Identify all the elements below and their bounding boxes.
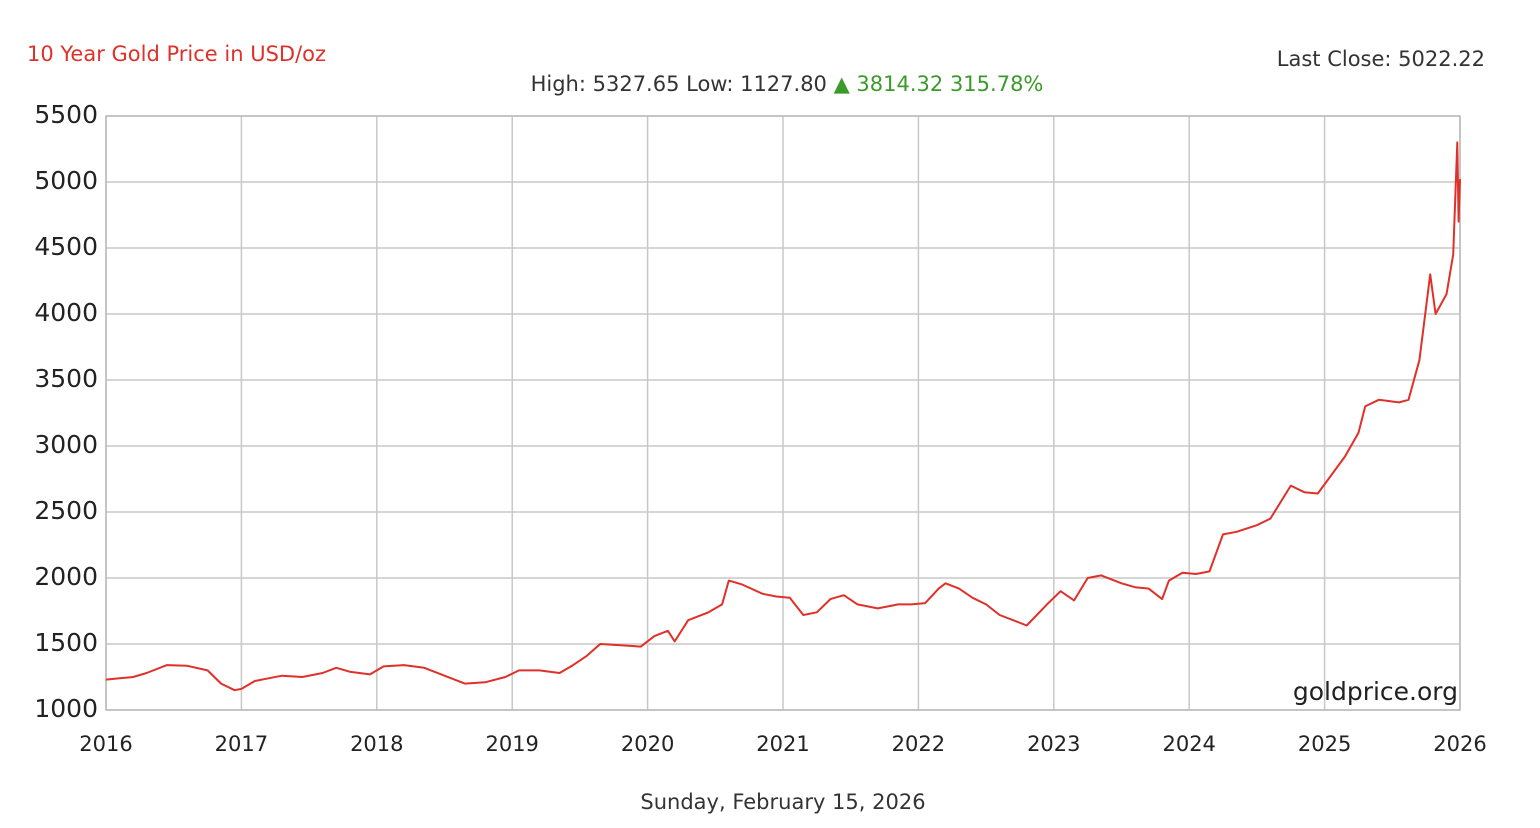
x-tick-label: 2016	[79, 732, 132, 756]
change: ▲ 3814.32 315.78%	[834, 72, 1044, 96]
x-tick-label: 2026	[1433, 732, 1486, 756]
x-tick-label: 2018	[350, 732, 403, 756]
y-tick-label: 3000	[34, 430, 98, 459]
x-tick-label: 2022	[892, 732, 945, 756]
plot-border	[105, 115, 1461, 711]
stats: High: 5327.65 Low: 1127.80	[531, 72, 827, 96]
y-tick-label: 1000	[34, 694, 98, 723]
x-tick-label: 2020	[621, 732, 674, 756]
chart-title: 10 Year Gold Price in USD/oz	[27, 42, 326, 66]
y-tick-label: 3500	[34, 364, 98, 393]
x-tick-label: 2021	[756, 732, 809, 756]
y-tick-label: 2000	[34, 562, 98, 591]
x-tick-label: 2019	[485, 732, 538, 756]
x-tick-label: 2023	[1027, 732, 1080, 756]
y-tick-label: 4500	[34, 232, 98, 261]
y-tick-label: 5500	[34, 100, 98, 129]
watermark: goldprice.org	[1293, 677, 1458, 706]
x-tick-label: 2025	[1298, 732, 1351, 756]
y-tick-label: 4000	[34, 298, 98, 327]
stats-line: High: 5327.65 Low: 1127.80 ▲ 3814.32 315…	[531, 72, 1044, 96]
price-line	[105, 141, 1461, 692]
y-tick-label: 1500	[34, 628, 98, 657]
x-axis-label: Sunday, February 15, 2026	[640, 790, 925, 814]
x-tick-label: 2017	[215, 732, 268, 756]
x-tick-label: 2024	[1162, 732, 1215, 756]
last-close: Last Close: 5022.22	[1277, 47, 1485, 71]
y-tick-label: 2500	[34, 496, 98, 525]
y-tick-label: 5000	[34, 166, 98, 195]
